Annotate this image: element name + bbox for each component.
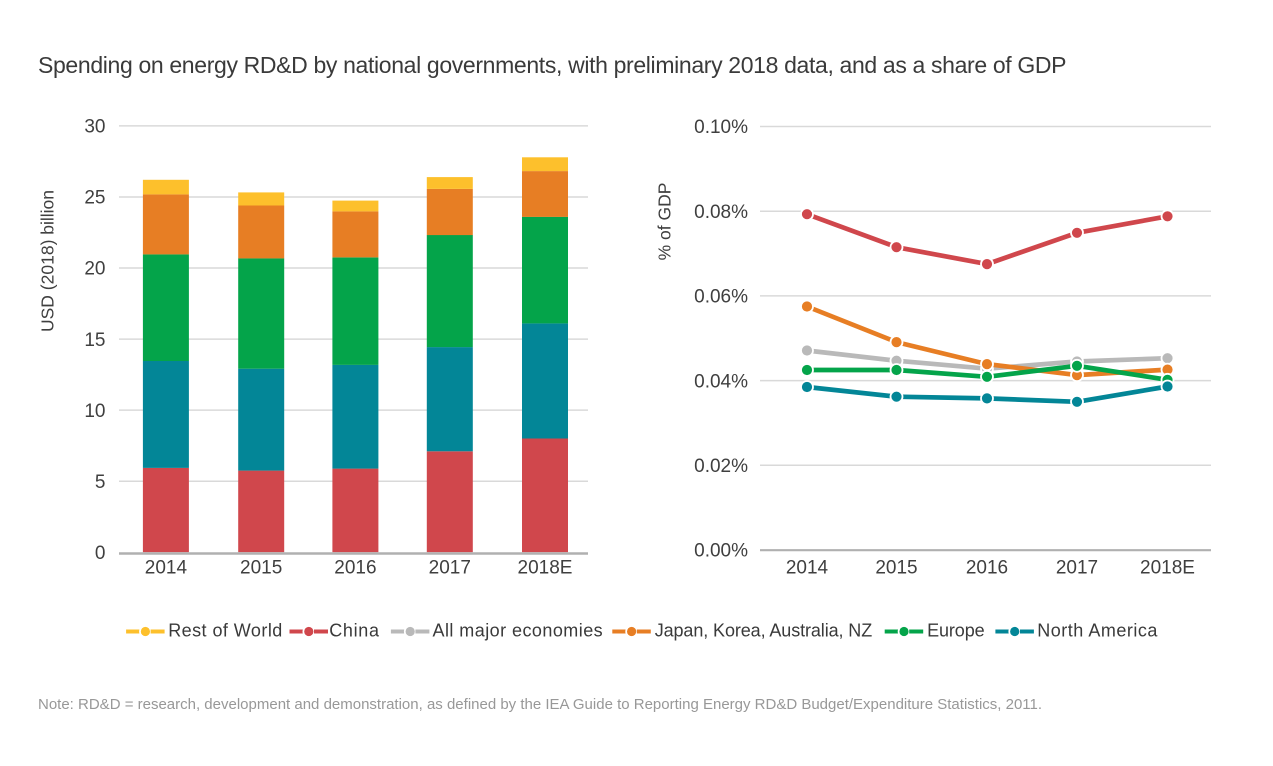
svg-text:2017: 2017: [429, 558, 471, 579]
svg-text:2018E: 2018E: [518, 558, 573, 579]
svg-text:2015: 2015: [875, 558, 917, 579]
svg-text:0.06%: 0.06%: [694, 287, 748, 308]
svg-text:2016: 2016: [334, 558, 376, 579]
svg-text:2014: 2014: [786, 558, 829, 579]
svg-text:2015: 2015: [240, 558, 282, 579]
svg-text:All major economies: All major economies: [433, 621, 604, 641]
svg-text:Note: RD&D = research, develop: Note: RD&D = research, development and d…: [38, 696, 1042, 713]
svg-text:25: 25: [84, 188, 105, 209]
svg-text:15: 15: [84, 330, 105, 351]
svg-text:2016: 2016: [966, 558, 1008, 579]
svg-text:30: 30: [84, 117, 105, 138]
svg-text:5: 5: [95, 472, 106, 493]
svg-text:Japan, Korea, Australia, NZ: Japan, Korea, Australia, NZ: [655, 621, 873, 641]
svg-text:0.02%: 0.02%: [694, 456, 748, 477]
svg-text:Europe: Europe: [927, 621, 985, 641]
svg-text:2014: 2014: [145, 558, 188, 579]
svg-text:Rest of World: Rest of World: [168, 621, 283, 641]
svg-text:0.00%: 0.00%: [694, 541, 748, 562]
svg-text:10: 10: [84, 401, 105, 422]
svg-text:2017: 2017: [1056, 558, 1098, 579]
svg-text:China: China: [329, 621, 380, 641]
svg-text:Spending on energy RD&D by nat: Spending on energy RD&D by national gove…: [38, 52, 1066, 78]
svg-text:20: 20: [84, 259, 105, 280]
svg-text:2018E: 2018E: [1140, 558, 1195, 579]
svg-text:0.04%: 0.04%: [694, 371, 748, 392]
svg-text:0.10%: 0.10%: [694, 117, 748, 138]
svg-text:USD (2018) billion: USD (2018) billion: [37, 190, 57, 332]
svg-text:% of GDP: % of GDP: [655, 183, 675, 261]
svg-text:0: 0: [95, 543, 106, 564]
svg-text:0.08%: 0.08%: [694, 202, 748, 223]
svg-text:North America: North America: [1037, 621, 1158, 641]
